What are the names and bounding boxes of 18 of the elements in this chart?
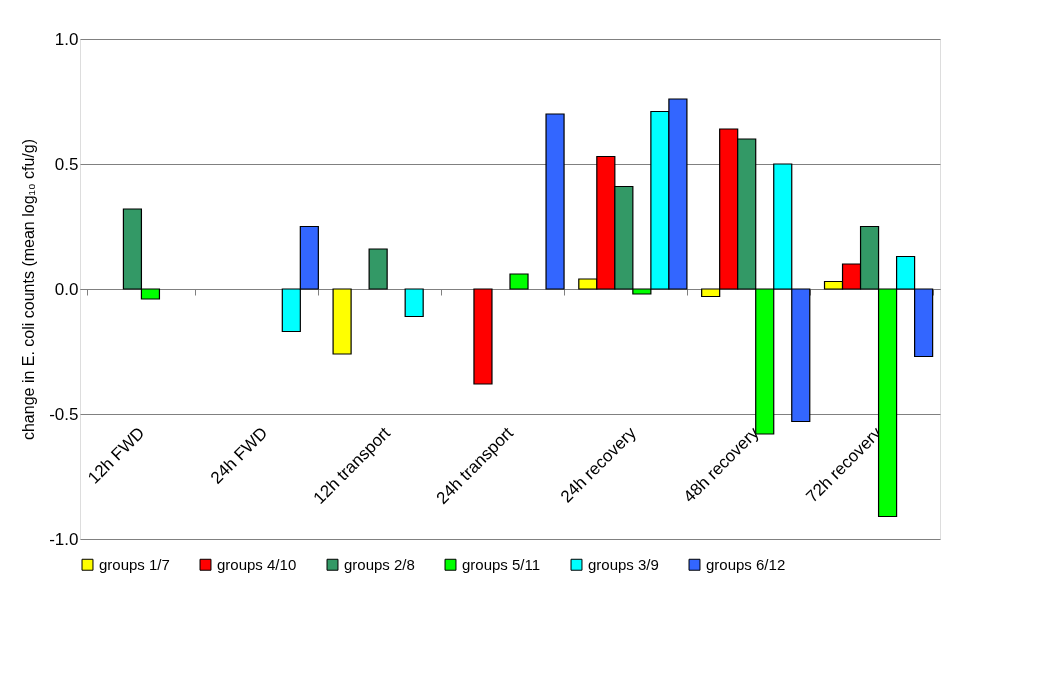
legend-label: groups 1/7 xyxy=(99,555,170,573)
legend-label: groups 4/10 xyxy=(217,555,297,573)
bar xyxy=(473,288,493,385)
y-tick-label: 1.0 xyxy=(54,29,79,49)
bar xyxy=(509,273,529,290)
y-tick-label: 0.0 xyxy=(54,279,79,299)
legend-label: groups 3/9 xyxy=(588,555,659,573)
y-tick-label: -0.5 xyxy=(49,404,79,424)
legend-label: groups 6/12 xyxy=(706,555,786,573)
bar xyxy=(404,288,424,318)
legend-label: groups 2/8 xyxy=(344,555,415,573)
bar xyxy=(332,288,352,355)
bar xyxy=(368,248,388,290)
y-axis-title: change in E. coli counts (mean log₁₀ cfu/g) xyxy=(20,138,38,441)
y-tick-label: 0.5 xyxy=(54,154,79,174)
bar xyxy=(545,113,565,290)
legend-label: groups 5/11 xyxy=(462,555,541,573)
y-tick-label: -1.0 xyxy=(49,529,79,549)
